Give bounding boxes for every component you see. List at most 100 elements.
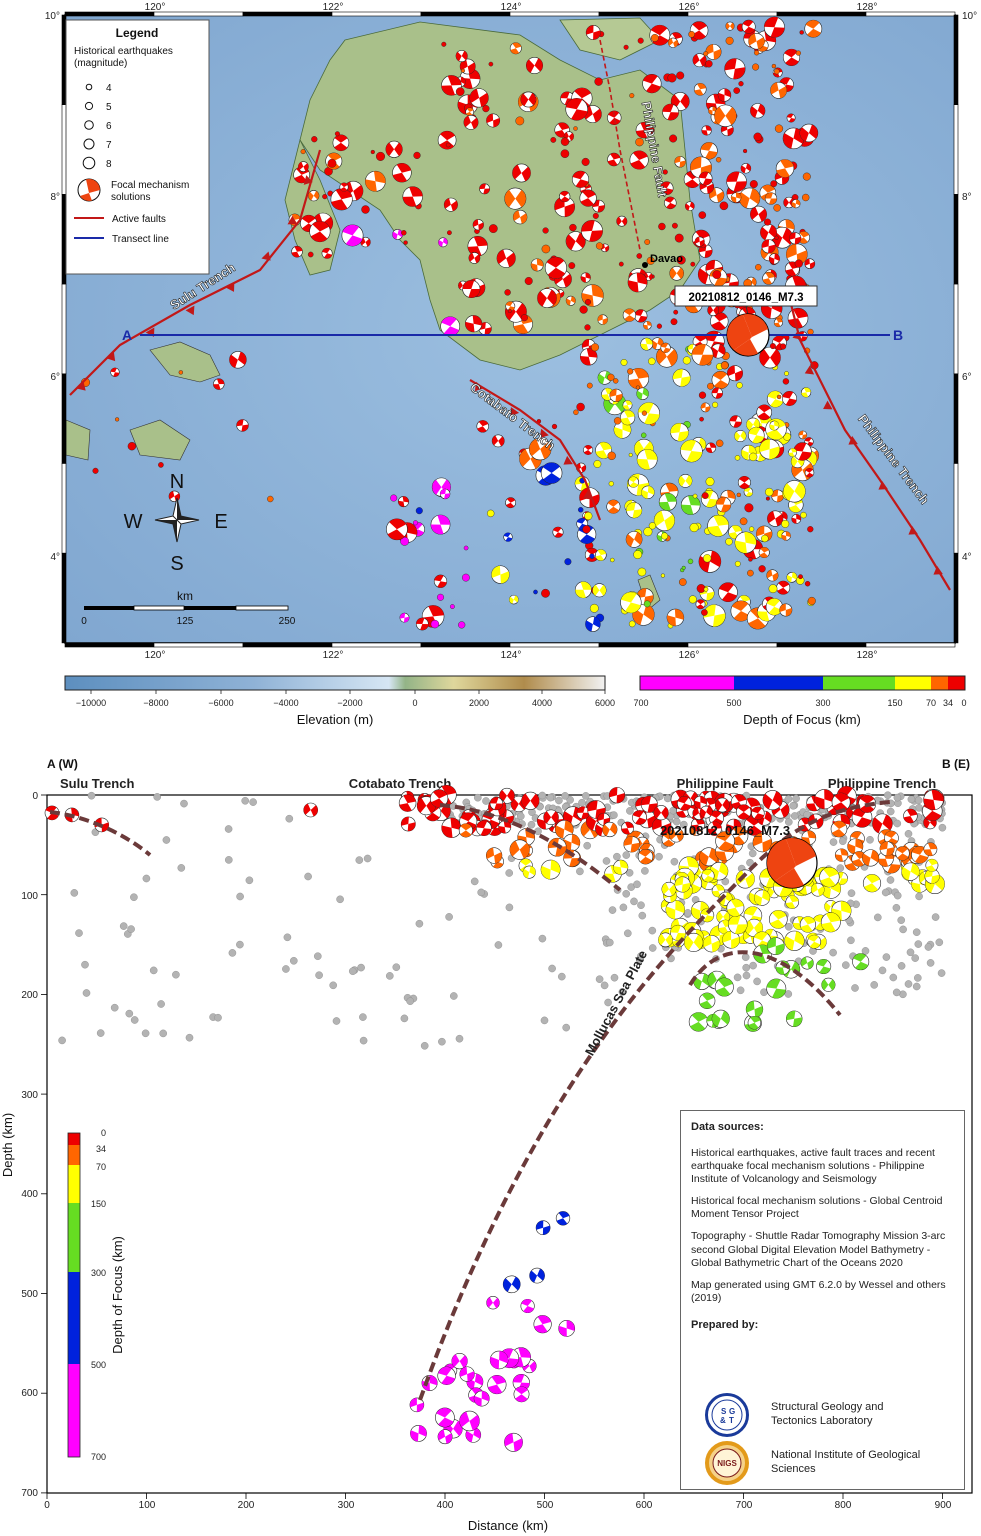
section-hypocentre	[924, 943, 933, 951]
elev-tick-label: 2000	[469, 698, 489, 708]
section-focal-mechanism	[715, 831, 735, 851]
map-focal-mechanism	[766, 569, 779, 582]
map-earthquake	[672, 222, 678, 229]
section-focal-mechanism	[745, 1000, 764, 1018]
map-focal-mechanism	[476, 420, 489, 433]
section-hypocentre	[907, 795, 916, 804]
section-focal-mechanism	[529, 1267, 545, 1284]
section-hypocentre	[482, 797, 490, 805]
map-earthquake	[681, 565, 686, 570]
map-earthquake	[703, 51, 709, 57]
map-focal-mechanism	[528, 437, 552, 461]
section-hypocentre	[789, 802, 798, 810]
section-focal-mechanism	[459, 1410, 480, 1432]
trench-tooth	[539, 428, 549, 439]
map-earthquake	[742, 148, 748, 154]
event-beachball	[726, 313, 770, 357]
map-earthquake	[589, 553, 595, 559]
section-hypocentre	[470, 877, 479, 886]
map-focal-mechanism	[759, 438, 780, 460]
map-earthquake	[736, 492, 741, 498]
sgt-seal-icon: S G & T	[711, 1399, 743, 1431]
section-hypocentre	[562, 1023, 571, 1032]
map-legend: Legend Historical earthquakes (magnitude…	[65, 19, 210, 275]
map-focal-mechanism	[804, 19, 823, 38]
section-hypocentre	[882, 953, 891, 961]
compass-rose: N S W E	[124, 471, 228, 575]
section-focal-mechanism	[674, 876, 691, 893]
section-hypocentre	[904, 980, 913, 988]
map-focal-mechanism	[759, 346, 781, 369]
map-focal-mechanism	[700, 402, 711, 413]
map-focal-mechanism	[399, 612, 410, 623]
section-focal-mechanism	[701, 869, 715, 883]
map-focal-mechanism	[455, 49, 468, 63]
map-earthquake	[533, 589, 538, 595]
section-focal-mechanism	[800, 956, 814, 970]
y-tick-label: 400	[21, 1189, 38, 1200]
section-focal-mechanism	[879, 841, 895, 857]
map-earthquake	[307, 251, 314, 258]
map-earthquake	[673, 309, 679, 315]
map-focal-mechanism	[640, 337, 654, 351]
map-earthquake	[748, 452, 758, 462]
section-hypocentre	[613, 852, 621, 861]
map-earthquake	[707, 382, 714, 390]
depth-tick-label: 150	[887, 698, 902, 708]
section-hypocentre	[600, 981, 609, 990]
map-focal-mechanism	[565, 231, 586, 252]
section-focal-mechanism	[862, 874, 882, 893]
section-hypocentre	[561, 792, 569, 800]
map-focal-mechanism	[520, 91, 537, 108]
section-hypocentre	[878, 966, 887, 975]
map-earthquake	[648, 357, 656, 365]
map-focal-mechanism	[581, 219, 603, 242]
section-focal-mechanism	[509, 839, 530, 860]
section-hypocentre	[663, 794, 672, 803]
map-focal-mechanism	[695, 599, 706, 610]
map-earthquake	[415, 507, 423, 515]
section-hypocentre	[228, 949, 237, 957]
section-focal-mechanism	[533, 1315, 552, 1334]
section-focal-mechanism	[711, 1009, 730, 1028]
section-hypocentre	[784, 795, 793, 803]
map-earthquake	[627, 368, 634, 375]
section-focal-mechanism	[543, 809, 559, 826]
map-focal-mechanism	[642, 73, 662, 94]
prepared-by-title: Prepared by:	[691, 1319, 759, 1331]
section-hypocentre	[753, 977, 761, 986]
section-hypocentre	[420, 1042, 429, 1050]
map-earthquake	[635, 385, 640, 390]
map-focal-mechanism	[504, 187, 527, 210]
map-earthquake	[542, 227, 549, 234]
map-earthquake	[560, 149, 570, 158]
section-hypocentre	[912, 928, 921, 937]
trench-tooth	[563, 455, 573, 465]
section-focal-mechanism	[768, 910, 788, 929]
map-focal-mechanism	[616, 215, 628, 227]
map-focal-mechanism	[512, 163, 531, 183]
depth-tick-label: 500	[726, 698, 741, 708]
x-tick-label: 700	[736, 1500, 753, 1511]
section-hypocentre	[749, 961, 757, 970]
map-earthquake	[752, 63, 760, 71]
map-earthquake	[674, 233, 684, 243]
section-hypocentre	[785, 818, 793, 826]
depth-scale-tick: 150	[91, 1199, 106, 1209]
section-focal-mechanism	[847, 838, 864, 855]
map-focal-mechanism	[592, 199, 605, 213]
map-earthquake	[446, 230, 452, 236]
lat-label-8-r: 8°	[962, 192, 972, 203]
map-earthquake	[579, 305, 588, 314]
map-earthquake	[488, 61, 494, 67]
map-focal-mechanism	[463, 114, 479, 130]
map-focal-mechanism	[804, 467, 815, 478]
map-focal-mechanism	[574, 581, 592, 599]
map-focal-mechanism	[627, 367, 650, 390]
davao-marker	[642, 262, 648, 268]
section-focal-mechanism	[677, 796, 692, 811]
section-hypocentre	[741, 953, 750, 962]
section-hypocentre	[861, 947, 870, 955]
map-earthquake	[807, 328, 814, 336]
